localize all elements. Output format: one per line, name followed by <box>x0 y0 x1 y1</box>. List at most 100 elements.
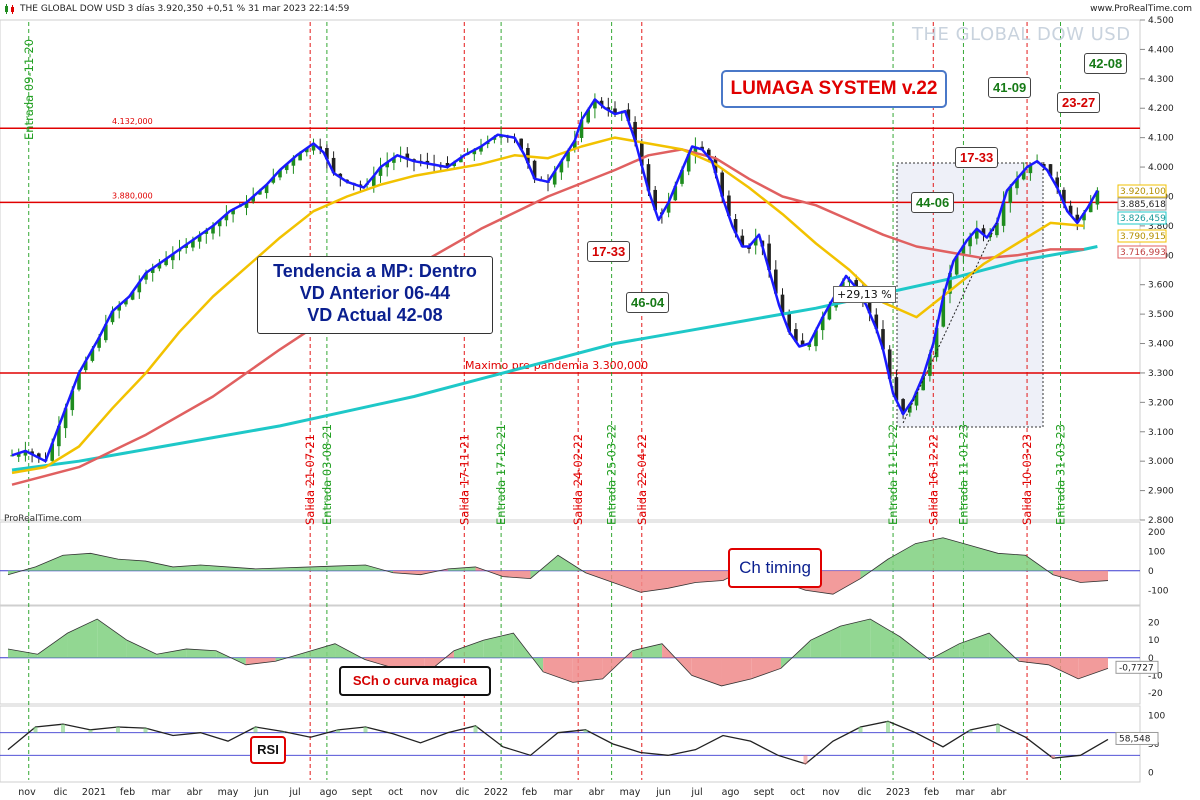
candle-body <box>559 161 564 173</box>
candle-body <box>305 148 309 153</box>
ma-slow-line <box>11 245 1098 472</box>
x-tick-label: dic <box>456 787 470 798</box>
score-tag: 41-09 <box>988 77 1032 98</box>
candle-body <box>331 157 336 173</box>
x-tick-label: jul <box>288 787 300 798</box>
candle-body <box>573 140 577 149</box>
candle-body <box>244 202 249 208</box>
x-tick-label: jun <box>655 787 671 798</box>
candle-body <box>693 147 698 156</box>
x-tick-label: nov <box>18 787 36 798</box>
x-tick-label: feb <box>924 787 939 798</box>
candle-body <box>157 263 162 269</box>
candle-body <box>1048 164 1053 176</box>
brand-footer: ProRealTime.com <box>4 514 82 524</box>
x-tick-label: sept <box>352 787 373 798</box>
candle-body <box>733 219 738 233</box>
ch-timing-area <box>1053 570 1081 583</box>
rsi-overbought <box>886 721 890 733</box>
candle-body <box>1095 190 1100 205</box>
ch-timing-area <box>1080 570 1108 583</box>
candle-body <box>77 372 81 390</box>
signal-label: Entrada 03-08-21 <box>320 424 334 525</box>
ch-timing-tick-label: 0 <box>1148 567 1154 577</box>
site-url[interactable]: www.ProRealTime.com <box>1090 4 1192 14</box>
ch-timing-area <box>393 570 421 575</box>
x-tick-label: dic <box>54 787 68 798</box>
sch-area <box>8 648 38 658</box>
candle-body <box>452 162 456 167</box>
candle-body <box>224 214 229 221</box>
price-line <box>11 98 1099 463</box>
candle-body <box>954 256 959 275</box>
x-tick-label: feb <box>120 787 135 798</box>
x-tick-label: may <box>218 787 239 798</box>
sch-area <box>721 657 752 686</box>
sch-area <box>305 643 336 658</box>
candle-body <box>110 311 115 323</box>
candle-body <box>1088 202 1093 213</box>
x-tick-label: jul <box>690 787 702 798</box>
candle-body <box>820 317 825 331</box>
candle-body <box>787 313 791 332</box>
signal-label: Salida 24-02-22 <box>571 434 585 525</box>
ch-timing-area <box>228 566 256 571</box>
sch-tick-label: 10 <box>1148 636 1160 646</box>
candlestick-icon <box>5 4 14 14</box>
sch-area <box>1078 657 1108 679</box>
signal-label: Entrada 31-03-23 <box>1054 424 1068 525</box>
candle-body <box>284 164 289 171</box>
candle-body <box>1068 205 1073 216</box>
x-tick-label: ago <box>722 787 740 798</box>
candle-body <box>278 170 282 178</box>
candle-body <box>291 158 296 166</box>
candle-body <box>887 349 892 379</box>
rsi-overbought <box>336 729 340 733</box>
ch-timing-line <box>7 537 1109 595</box>
rsi-oversold <box>803 755 808 764</box>
score-tag: 42-08 <box>1084 53 1128 74</box>
candle-body <box>1028 165 1033 174</box>
sch-area <box>1048 657 1079 679</box>
ch-timing-area <box>338 564 366 571</box>
candle-body <box>378 167 383 176</box>
rsi-overbought <box>33 727 38 733</box>
candle-body <box>338 173 343 178</box>
last-value-label: 3.716,993 <box>1120 248 1166 258</box>
candle-body <box>251 196 255 202</box>
last-value-label: 3.920,100 <box>1120 187 1166 197</box>
candle-body <box>30 451 34 455</box>
candle-body <box>97 337 101 348</box>
rsi-tick-label: 100 <box>1148 712 1165 722</box>
x-tick-label: 2022 <box>484 787 508 798</box>
candle-body <box>425 160 430 164</box>
sch-area <box>364 657 395 669</box>
candle-body <box>646 164 651 191</box>
candle-body <box>63 408 68 429</box>
candle-body <box>807 343 812 347</box>
candle-body <box>767 243 771 270</box>
rsi-last-box <box>1115 731 1159 745</box>
signal-label: Salida 21-07-21 <box>303 434 317 525</box>
candle-body <box>405 153 410 159</box>
candle-body <box>1075 214 1080 223</box>
signal-label: Salida 17-11-21 <box>457 434 471 525</box>
y-tick-label: 3.200 <box>1148 398 1174 408</box>
rsi-overbought <box>116 727 120 733</box>
x-tick-label: nov <box>822 787 840 798</box>
sch-area <box>97 619 127 658</box>
sch-line <box>7 618 1109 687</box>
y-tick-label: 3.100 <box>1148 428 1174 438</box>
x-tick-label: ago <box>320 787 338 798</box>
ch-timing-tick-label: 200 <box>1148 528 1165 538</box>
sch-area <box>959 633 990 658</box>
candle-body <box>191 240 195 248</box>
x-tick-label: nov <box>420 787 438 798</box>
candle-body <box>800 340 805 346</box>
candle-body <box>50 443 54 461</box>
rsi-tick-label: 50 <box>1148 740 1160 750</box>
ch-timing-area <box>915 537 943 571</box>
candle-body <box>124 299 128 305</box>
candle-body <box>901 399 905 415</box>
sch-area <box>840 619 871 658</box>
